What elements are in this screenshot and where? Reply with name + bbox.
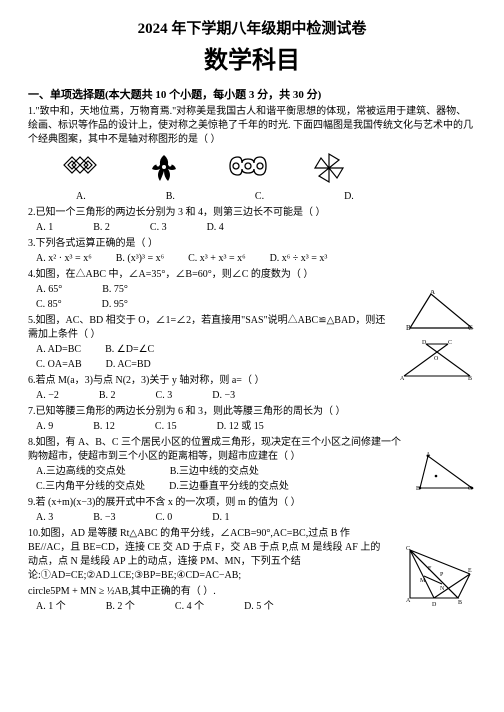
q10-opt-d: D. 5 个 <box>244 599 274 614</box>
q5-diagram-icon: D C A B O <box>398 338 476 382</box>
svg-text:E: E <box>468 568 472 574</box>
q6-opt-d: D. −3 <box>212 388 235 403</box>
svg-text:A: A <box>400 376 405 382</box>
q2-text: 2.已知一个三角形的两边长分别为 3 和 4，则第三边长不可能是（ ） <box>28 206 476 220</box>
svg-text:D: D <box>422 340 427 346</box>
q3-opt-b: B. (x³)³ = x⁶ <box>116 251 164 266</box>
q4-text: 4.如图，在△ABC 中，∠A=35°，∠B=60°，则∠C 的度数为（ ） <box>28 268 476 282</box>
q9-opt-b: B. −3 <box>93 510 115 525</box>
q1-opt-d: D. <box>344 189 354 204</box>
q8-text: 8.如图，有 A、B、C 三个居民小区的位置成三角形，现决定在三个小区之间修建一… <box>28 436 408 464</box>
q8-options-row1: A.三边高线的交点处 B.三边中线的交点处 <box>36 464 476 479</box>
flower-icon <box>144 151 184 187</box>
q8-opt-b: B.三边中线的交点处 <box>170 464 259 479</box>
svg-text:D: D <box>432 602 437 608</box>
q2-opt-d: D. 4 <box>207 220 224 235</box>
q1-icons <box>58 151 476 187</box>
q9-opt-c: C. 0 <box>156 510 173 525</box>
q9-text: 9.若 (x+m)(x−3)的展开式中不含 x 的一次项，则 m 的值为（ ） <box>28 496 476 510</box>
q7-text: 7.已知等腰三角形的两边长分别为 6 和 3，则此等腰三角形的周长为（ ） <box>28 405 476 419</box>
svg-text:C: C <box>406 546 410 552</box>
q3-text: 3.下列各式运算正确的是（ ） <box>28 237 476 251</box>
svg-text:B: B <box>406 324 411 332</box>
q1-text: 1."致中和，天地位焉，万物育焉."对称美是我国古人和谐平衡思想的体现，常被运用… <box>28 105 476 147</box>
q8-opt-a: A.三边高线的交点处 <box>36 464 126 479</box>
q4-opt-a: A. 65° <box>36 282 62 297</box>
q3-opt-c: C. x³ + x³ = x⁶ <box>188 251 245 266</box>
svg-text:O: O <box>434 356 439 362</box>
q7-opt-b: B. 12 <box>93 419 115 434</box>
q7-opt-a: A. 9 <box>36 419 53 434</box>
q6-opt-b: B. 2 <box>99 388 116 403</box>
svg-text:N: N <box>440 586 445 592</box>
cloud-ornament-icon <box>222 151 274 181</box>
q5-opt-c: C. OA=AB <box>36 357 82 372</box>
q1-opt-c: C. <box>255 189 264 204</box>
svg-text:C: C <box>468 324 473 332</box>
q1-labels: A. B. C. D. <box>76 189 476 204</box>
q8-triangle-dot-icon: A B C <box>416 452 476 492</box>
q5-opt-b: B. ∠D=∠C <box>105 342 154 357</box>
pinwheel-icon <box>312 151 346 185</box>
q3-options: A. x² · x³ = x⁶ B. (x³)³ = x⁶ C. x³ + x³… <box>36 251 476 266</box>
knot-icon <box>58 151 106 179</box>
svg-text:C: C <box>448 340 452 346</box>
q2-opt-c: C. 3 <box>150 220 167 235</box>
svg-text:A: A <box>406 598 411 604</box>
section-1-header: 一、单项选择题(本大题共 10 个小题，每小题 3 分，共 30 分) <box>28 87 476 104</box>
q10-text: 10.如图，AD 是等腰 Rt△ABC 的角平分线，∠ACB=90°,AC=BC… <box>28 527 388 583</box>
q3-opt-a: A. x² · x³ = x⁶ <box>36 251 92 266</box>
q9-opt-d: D. 1 <box>212 510 229 525</box>
q9-options: A. 3 B. −3 C. 0 D. 1 <box>36 510 476 525</box>
q4-opt-d: D. 95° <box>102 297 128 312</box>
q10-opt-c: C. 4 个 <box>175 599 204 614</box>
q4-opt-b: B. 75° <box>102 282 128 297</box>
q5-text: 5.如图，AC、BD 相交于 O，∠1=∠2，若直接用"SAS"说明△ABC≌△… <box>28 314 388 342</box>
q2-opt-a: A. 1 <box>36 220 53 235</box>
q6-opt-a: A. −2 <box>36 388 59 403</box>
q6-options: A. −2 B. 2 C. 3 D. −3 <box>36 388 476 403</box>
q7-options: A. 9 B. 12 C. 15 D. 12 或 15 <box>36 419 476 434</box>
q4-opt-c: C. 85° <box>36 297 62 312</box>
q2-options: A. 1 B. 2 C. 3 D. 4 <box>36 220 476 235</box>
q10-opt-b: B. 2 个 <box>106 599 135 614</box>
q1-opt-a: A. <box>76 189 86 204</box>
q7-opt-d: D. 12 或 15 <box>217 419 264 434</box>
exam-title-main: 2024 年下学期八年级期中检测试卷 <box>28 18 476 41</box>
q2-opt-b: B. 2 <box>93 220 110 235</box>
svg-text:M: M <box>420 578 426 584</box>
q10-opt-a: A. 1 个 <box>36 599 66 614</box>
q1-opt-b: B. <box>166 189 175 204</box>
q9-opt-a: A. 3 <box>36 510 53 525</box>
svg-text:B: B <box>458 600 462 606</box>
q8-opt-d: D.三边垂直平分线的交点处 <box>169 479 289 494</box>
svg-text:A: A <box>430 290 435 296</box>
q7-opt-c: C. 15 <box>155 419 177 434</box>
q5-opt-a: A. AD=BC <box>36 342 81 357</box>
svg-text:B: B <box>468 376 472 382</box>
q5-opt-d: D. AC=BD <box>106 357 151 372</box>
q10-diagram-icon: C E A B D M N F P <box>402 542 476 622</box>
exam-title-subject: 数学科目 <box>28 43 476 79</box>
q6-opt-c: C. 3 <box>156 388 173 403</box>
q4-triangle-icon: A B C <box>406 290 476 332</box>
q8-opt-c: C.三内角平分线的交点处 <box>36 479 145 494</box>
q3-opt-d: D. x⁶ ÷ x³ = x³ <box>270 251 328 266</box>
q8-options-row2: C.三内角平分线的交点处 D.三边垂直平分线的交点处 <box>36 479 476 494</box>
svg-text:P: P <box>440 572 444 578</box>
